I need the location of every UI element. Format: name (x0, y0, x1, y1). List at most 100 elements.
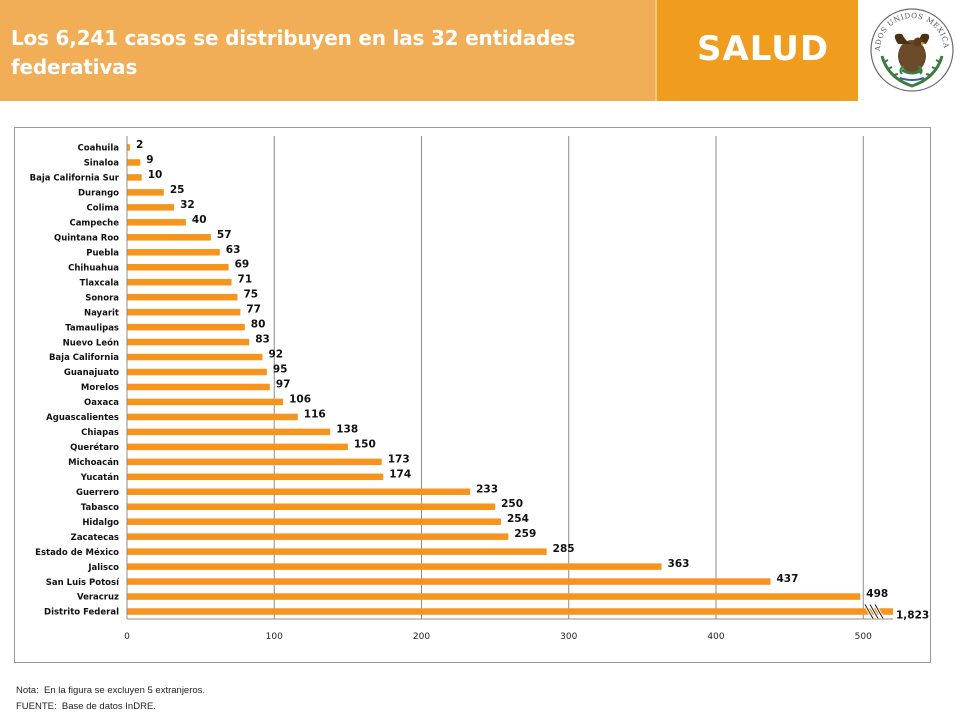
bar (127, 338, 250, 346)
data-label: 9 (146, 154, 153, 166)
category-label: Chihuahua (68, 263, 119, 273)
category-label: Estado de México (35, 547, 119, 558)
bar (127, 189, 164, 196)
category-label: Tabasco (81, 503, 119, 513)
bar (127, 249, 220, 256)
category-label: Campeche (69, 219, 119, 229)
bar (127, 219, 186, 226)
category-label: Baja California (49, 353, 119, 363)
category-label: Baja California Sur (30, 174, 120, 184)
category-label: Quintana Roo (54, 233, 119, 243)
category-label: Distrito Federal (44, 608, 119, 618)
bar (127, 234, 211, 241)
brand-band (657, 0, 858, 101)
bar-chart: 0 100 200 300 400 500 Coahuila 2 Sinaloa 9 Baja Ca… (30, 136, 929, 642)
data-label: 71 (238, 274, 253, 286)
category-label: Tamaulipas (65, 323, 119, 333)
category-label: Sinaloa (84, 159, 120, 169)
x-tick-label: 500 (855, 632, 872, 642)
bar (127, 563, 662, 570)
bar (127, 608, 893, 615)
bar (127, 518, 502, 525)
bar (127, 383, 270, 391)
x-tick-label: 200 (413, 632, 430, 642)
data-label: 92 (268, 349, 283, 361)
data-label: 75 (243, 289, 258, 301)
x-tick-label: 400 (707, 632, 724, 642)
data-label: 80 (251, 319, 266, 331)
data-label: 1,823 (896, 610, 929, 622)
data-label: 150 (354, 438, 376, 450)
data-label: 250 (501, 498, 523, 510)
bar (127, 293, 238, 301)
data-label: 25 (170, 184, 185, 196)
header-separator (655, 0, 657, 101)
data-label: 138 (336, 423, 358, 435)
data-label: 97 (276, 378, 291, 390)
data-label: 40 (192, 214, 207, 226)
data-label: 95 (273, 364, 288, 376)
category-label: Aguascalientes (46, 413, 119, 423)
bar (127, 413, 298, 421)
category-label: Jalisco (87, 563, 119, 573)
category-label: Tlaxcala (80, 278, 120, 288)
category-label: Hidalgo (82, 518, 119, 528)
bar (127, 473, 384, 481)
category-label: Colima (87, 204, 120, 214)
data-label: 106 (289, 393, 311, 405)
data-label: 83 (255, 334, 270, 346)
data-label: 233 (476, 483, 498, 495)
bar (127, 174, 142, 181)
slide-header: Los 6,241 casos se distribuyen en las 32… (0, 0, 960, 101)
bar (127, 323, 245, 331)
mexican-coat-of-arms-seal-icon: ESTADOS UNIDOS MEXICANOS (868, 6, 954, 92)
data-label: 69 (235, 259, 250, 271)
category-label: Querétaro (70, 442, 119, 453)
footnotes: Nota: En la figura se excluyen 5 extranj… (16, 683, 205, 715)
bar (127, 428, 331, 436)
category-label: Zacatecas (71, 533, 119, 543)
x-tick-label: 300 (560, 632, 577, 642)
brand-logo-text: SALUD (697, 29, 830, 69)
category-label: Guerrero (76, 488, 119, 498)
slide-title: Los 6,241 casos se distribuyen en las 32… (11, 26, 576, 79)
category-label: Veracruz (77, 593, 119, 603)
note-line: Nota: En la figura se excluyen 5 extranj… (16, 685, 206, 696)
title-band (0, 0, 655, 101)
source-line: FUENTE: Base de datos InDRE. (16, 701, 156, 712)
data-label: 259 (514, 528, 536, 540)
bar (127, 578, 771, 585)
bar (127, 488, 471, 496)
category-label: Michoacán (68, 458, 119, 468)
bar (127, 593, 861, 600)
data-label: 57 (217, 229, 232, 241)
x-tick-label: 0 (124, 632, 130, 642)
category-label: Nayarit (84, 308, 119, 318)
category-label: Nuevo León (63, 337, 119, 348)
bar (127, 204, 175, 211)
bar (127, 353, 263, 361)
category-label: Yucatán (80, 473, 119, 483)
data-label: 77 (246, 304, 261, 316)
bar (127, 458, 382, 466)
data-label: 63 (226, 244, 241, 256)
category-label: Chiapas (81, 428, 119, 438)
data-label: 285 (553, 543, 575, 555)
bar (127, 263, 229, 271)
axis-break-mark (864, 604, 874, 619)
data-label: 32 (180, 199, 195, 211)
x-tick-label: 100 (266, 632, 283, 642)
category-label: Puebla (86, 248, 119, 258)
category-label: Guanajuato (64, 368, 119, 378)
category-label: Sonora (85, 293, 119, 303)
data-label: 498 (866, 588, 888, 600)
category-label: Morelos (81, 383, 119, 393)
data-label: 2 (136, 139, 143, 151)
bar (127, 533, 509, 540)
data-label: 173 (388, 453, 410, 465)
data-label: 174 (389, 468, 411, 480)
data-label: 254 (507, 513, 529, 525)
category-label: Oaxaca (84, 398, 119, 408)
bar (127, 159, 141, 166)
bar (127, 368, 267, 376)
